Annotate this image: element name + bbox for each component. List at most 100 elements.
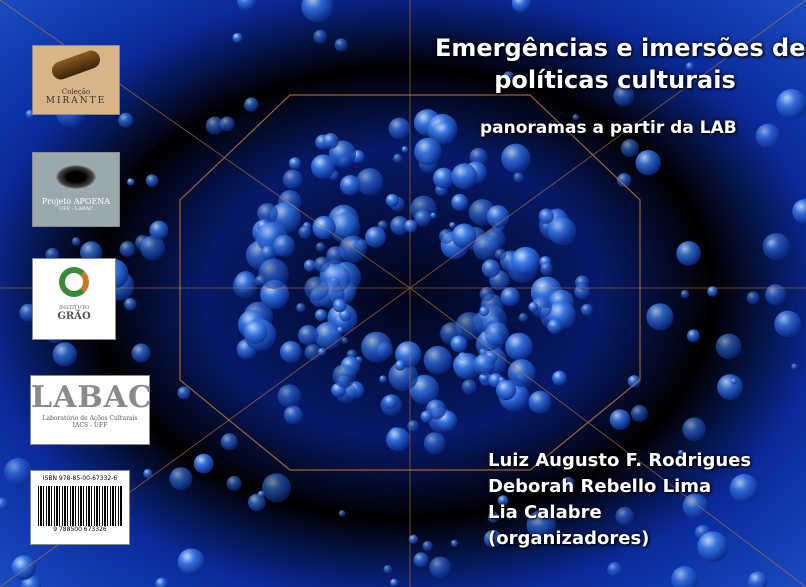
bubble: [288, 157, 301, 170]
bubble: [279, 341, 302, 363]
bubble: [530, 296, 552, 319]
bubble: [226, 475, 242, 491]
bubble: [257, 490, 265, 498]
bubble: [680, 289, 689, 299]
bubble: [646, 303, 674, 331]
bubble: [682, 493, 708, 519]
bubble: [169, 467, 193, 491]
bubble: [511, 246, 541, 277]
bubble: [301, 0, 333, 23]
barcode: ISBN 978-85-00-67332-6 9 788500 673326: [30, 470, 130, 545]
logo-text: IACS - UFF: [72, 422, 108, 429]
bubble: [124, 297, 137, 311]
bubble: [261, 473, 291, 503]
bubble: [244, 97, 259, 112]
bubble: [143, 468, 153, 479]
bubble: [118, 112, 134, 128]
bubble: [341, 337, 349, 345]
bubble: [455, 312, 484, 340]
bubble: [80, 241, 103, 264]
bubble: [339, 309, 352, 322]
logo-apoena: Projeto APOENA UFF - LABAC: [32, 152, 120, 227]
bubble: [613, 85, 635, 107]
bubble: [615, 506, 634, 526]
bubble: [500, 287, 520, 307]
bubble: [219, 116, 235, 132]
bubble: [540, 262, 553, 276]
bubble: [127, 178, 135, 186]
bubble: [11, 555, 36, 580]
bubble: [314, 309, 328, 322]
bubble: [339, 175, 361, 196]
bubble: [627, 375, 641, 388]
bubble: [494, 248, 507, 261]
bubble: [473, 234, 500, 261]
bubble: [453, 352, 481, 380]
bubble: [561, 476, 575, 491]
bubble: [388, 117, 411, 140]
bubble: [438, 228, 454, 244]
logo-mirante: Coleção MIRANTE: [32, 45, 120, 115]
bubble: [685, 62, 694, 71]
bubble: [572, 114, 579, 121]
bubble: [119, 241, 136, 257]
title-line: Emergências e imersões de: [435, 34, 806, 62]
bubble: [729, 473, 759, 503]
bubble: [776, 88, 806, 120]
bubble: [755, 123, 781, 149]
bubble: [390, 578, 399, 587]
bubble: [388, 361, 419, 392]
bubble: [609, 409, 631, 430]
bubble: [451, 193, 469, 211]
bubble: [220, 433, 238, 451]
bubble: [420, 410, 433, 423]
bubble: [394, 360, 406, 371]
bubble: [547, 319, 563, 334]
bubble: [715, 333, 742, 360]
bubble: [255, 275, 266, 287]
bubble: [205, 116, 224, 135]
bubble: [336, 326, 344, 334]
bubble: [315, 242, 326, 252]
bubble: [407, 420, 419, 432]
bubble: [283, 405, 303, 425]
bubble: [414, 210, 431, 227]
bubble: [450, 539, 459, 547]
bubble: [495, 379, 517, 401]
logo-labac: LABAC Laboratório de Ações Culturais IAC…: [30, 375, 152, 445]
bubble: [528, 390, 552, 414]
bubble: [580, 303, 593, 316]
bubble: [429, 556, 452, 579]
bubble: [393, 153, 403, 163]
barcode-number: 9 788500 673326: [53, 526, 107, 533]
bubble: [329, 212, 361, 244]
isbn: ISBN 978-85-00-67332-6: [42, 475, 118, 482]
bubble: [52, 342, 77, 367]
bubble: [404, 219, 418, 233]
bubble: [487, 511, 499, 523]
bubble: [386, 427, 410, 452]
bubble: [409, 374, 440, 405]
bubble: [322, 133, 339, 149]
bubble: [298, 325, 319, 346]
bubble: [682, 417, 706, 442]
bubble: [513, 172, 524, 183]
bubble: [304, 343, 322, 361]
bubble: [332, 364, 356, 388]
bubble: [697, 531, 729, 563]
bubble: [401, 146, 409, 153]
logo-text: MIRANTE: [45, 96, 107, 106]
bubble: [237, 0, 257, 11]
bubble: [451, 223, 477, 249]
bubble: [145, 174, 159, 187]
bubble: [451, 163, 478, 190]
bubble: [507, 359, 536, 387]
bubble: [334, 38, 348, 52]
bubble: [423, 432, 446, 455]
bubble: [413, 552, 429, 568]
bubble: [365, 226, 387, 248]
bubble: [449, 222, 456, 229]
bubble: [361, 331, 392, 363]
bubble: [408, 534, 419, 544]
